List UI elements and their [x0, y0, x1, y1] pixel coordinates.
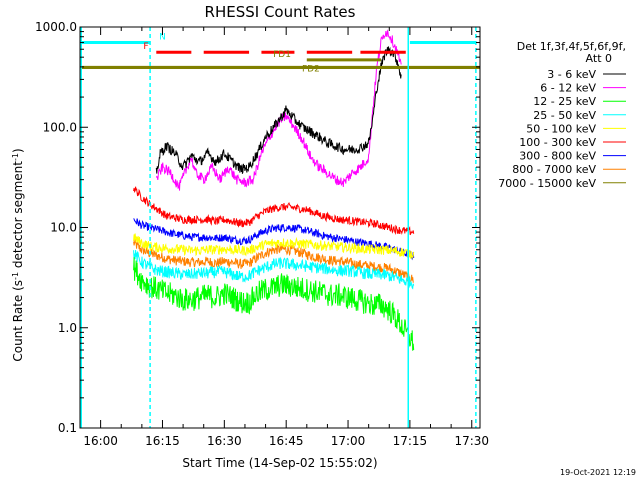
x-axis: 16:00 16:15 16:30 16:45 17:00 17:15 17:30 [79, 27, 489, 448]
y-axis: 0.1 1.0 10.0 100.0 1000.0 [35, 20, 480, 435]
series-line-8 [133, 239, 414, 283]
series-line-7 [133, 218, 415, 261]
series-line-3 [133, 257, 415, 351]
y-tick-label-5: 1000.0 [35, 20, 77, 34]
y-tick-label-1: 0.1 [58, 421, 77, 435]
legend-label-1: 3 - 6 keV [547, 68, 596, 81]
series-line-2 [155, 29, 402, 191]
legend-header-line-1: Det 1f,3f,4f,5f,6f,9f, [517, 40, 626, 53]
legend-label-7: 300 - 800 keV [519, 150, 596, 163]
x-tick-label-2: 16:15 [145, 434, 180, 448]
legend-label-8: 800 - 7000 keV [512, 163, 596, 176]
x-tick-label-4: 16:45 [269, 434, 304, 448]
state-bar-label-1: N [159, 33, 166, 43]
x-tick-label-6: 17:15 [393, 434, 428, 448]
series-line-6 [133, 186, 415, 236]
series-line-5 [133, 233, 415, 260]
x-tick-label-5: 17:00 [331, 434, 366, 448]
legend-label-6: 100 - 300 keV [519, 136, 596, 149]
series-line-4 [133, 249, 415, 290]
state-bar-label-3: FD1 [273, 50, 291, 60]
x-tick-label-3: 16:30 [207, 434, 242, 448]
y-tick-label-3: 10.0 [50, 221, 77, 235]
y-tick-label-2: 1.0 [58, 321, 77, 335]
state-bars: N F FD1 FD2 [80, 33, 480, 74]
state-bar-label-2: F [143, 42, 148, 52]
legend-label-3: 12 - 25 keV [533, 95, 596, 108]
series-line-1 [155, 46, 402, 174]
y-tick-label-4: 100.0 [43, 120, 77, 134]
legend-label-2: 6 - 12 keV [540, 82, 596, 95]
state-bar-label-4: FD2 [302, 64, 320, 74]
legend: Det 1f,3f,4f,5f,6f,9f, Att 0 3 - 6 keV6 … [498, 40, 626, 190]
x-tick-label-7: 17:30 [454, 434, 489, 448]
legend-label-9: 7000 - 15000 keV [498, 177, 596, 190]
axes-frame [79, 26, 481, 429]
chart-title: RHESSI Count Rates [205, 3, 356, 21]
y-axis-label: Count Rate (s-1 detector segment-1) [11, 148, 26, 361]
legend-label-4: 25 - 50 keV [533, 109, 596, 122]
series-group [80, 29, 480, 351]
legend-header-line-2: Att 0 [586, 52, 612, 65]
y-axis-label-text: Count Rate (s-1 detector segment-1) [11, 148, 26, 361]
plot-area: N F FD1 FD2 16:00 16:15 16:30 16:45 17:00 17:15 17… [35, 20, 489, 448]
legend-label-5: 50 - 100 keV [526, 122, 596, 135]
footer-timestamp: 19-Oct-2021 12:19 [560, 468, 636, 477]
x-tick-label-1: 16:00 [83, 434, 118, 448]
x-axis-label: Start Time (14-Sep-02 15:55:02) [182, 456, 377, 470]
